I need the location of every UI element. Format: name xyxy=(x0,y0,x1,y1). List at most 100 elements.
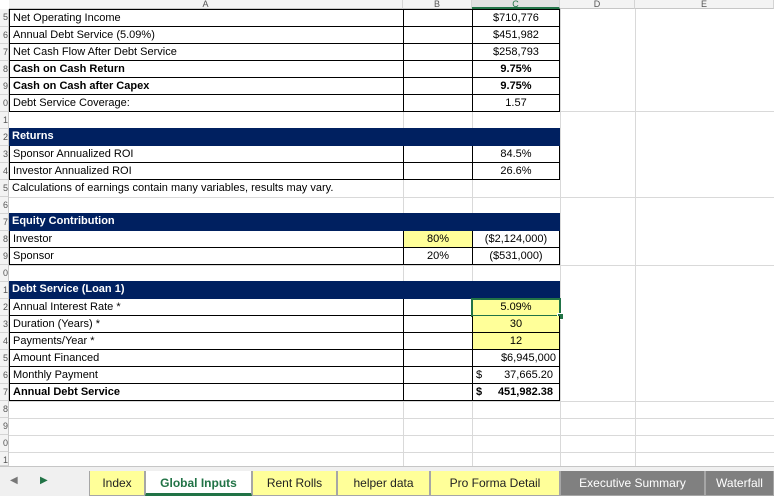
column-header-d[interactable]: D xyxy=(560,0,635,9)
tab-pro-forma-detail[interactable]: Pro Forma Detail xyxy=(430,471,560,496)
column-header-e[interactable]: E xyxy=(635,0,774,9)
row-header[interactable]: 7 xyxy=(0,44,9,61)
cell-equity-investor-value[interactable]: ($2,124,000) xyxy=(472,231,560,248)
tab-helper-data[interactable]: helper data xyxy=(337,471,430,496)
cell-returns-note[interactable]: Calculations of earnings contain many va… xyxy=(12,182,334,194)
row-header[interactable]: 1 xyxy=(0,282,9,299)
row-header[interactable]: 9 xyxy=(0,418,9,435)
cell-duration-label[interactable]: Duration (Years) * xyxy=(9,316,404,333)
gridline xyxy=(635,9,636,466)
cell-cash-on-cash-value[interactable]: 9.75% xyxy=(472,61,560,78)
row-header[interactable]: 4 xyxy=(0,333,9,350)
cell-empty[interactable] xyxy=(403,384,473,401)
row-header[interactable]: 9 xyxy=(0,248,9,265)
cell-net-cash-flow-label[interactable]: Net Cash Flow After Debt Service xyxy=(9,44,404,61)
monthly-payment-value: 37,665.20 xyxy=(504,369,553,381)
row-header[interactable]: 2 xyxy=(0,299,9,316)
returns-header[interactable]: Returns xyxy=(9,128,560,146)
cell-empty[interactable] xyxy=(403,146,473,163)
cell-empty[interactable] xyxy=(403,367,473,384)
row-header[interactable]: 7 xyxy=(0,384,9,401)
tab-waterfall[interactable]: Waterfall xyxy=(705,471,774,496)
row-header[interactable]: 3 xyxy=(0,316,9,333)
cell-sponsor-roi-value[interactable]: 84.5% xyxy=(472,146,560,163)
cell-empty[interactable] xyxy=(403,95,473,112)
currency-symbol: $ xyxy=(476,369,483,381)
scroll-tabs-left-icon[interactable]: ◀ xyxy=(10,475,18,486)
cell-monthly-payment-label[interactable]: Monthly Payment xyxy=(9,367,404,384)
cell-interest-rate-value[interactable]: 5.09% xyxy=(471,298,561,317)
column-header-a[interactable]: A xyxy=(9,0,403,9)
cell-equity-investor-label[interactable]: Investor xyxy=(9,231,404,248)
cell-empty[interactable] xyxy=(403,163,473,180)
row-header[interactable]: 2 xyxy=(0,129,9,146)
cell-investor-roi-value[interactable]: 26.6% xyxy=(472,163,560,180)
row-header[interactable]: 0 xyxy=(0,95,9,112)
row-header[interactable]: 6 xyxy=(0,367,9,384)
cell-amount-financed-label[interactable]: Amount Financed xyxy=(9,350,404,367)
cell-debt-service-coverage-value[interactable]: 1.57 xyxy=(472,95,560,112)
cell-empty[interactable] xyxy=(403,61,473,78)
cell-cash-on-cash-capex-value[interactable]: 9.75% xyxy=(472,78,560,95)
cell-equity-sponsor-value[interactable]: ($531,000) xyxy=(472,248,560,265)
row-header[interactable]: 8 xyxy=(0,401,9,418)
column-header-b[interactable]: B xyxy=(403,0,472,9)
row-header[interactable]: 5 xyxy=(0,180,9,197)
tab-index[interactable]: Index xyxy=(89,471,145,496)
row-header[interactable]: 6 xyxy=(0,197,9,214)
cell-empty[interactable] xyxy=(403,78,473,95)
row-header[interactable]: 1 xyxy=(0,452,9,466)
row-header[interactable]: 8 xyxy=(0,231,9,248)
equity-header[interactable]: Equity Contribution xyxy=(9,213,560,231)
cell-annual-debt-service-value[interactable]: $451,982 xyxy=(472,27,560,44)
cell-monthly-payment[interactable]: $ 37,665.20 xyxy=(472,367,560,384)
cell-equity-sponsor-label[interactable]: Sponsor xyxy=(9,248,404,265)
tab-rent-rolls[interactable]: Rent Rolls xyxy=(252,471,337,496)
row-header[interactable]: 5 xyxy=(0,350,9,367)
cell-interest-rate-label[interactable]: Annual Interest Rate * xyxy=(9,299,404,316)
cell-cash-on-cash-label[interactable]: Cash on Cash Return xyxy=(9,61,404,78)
cell-equity-investor-pct[interactable]: 80% xyxy=(403,231,473,248)
row-header[interactable]: 7 xyxy=(0,214,9,231)
cell-empty[interactable] xyxy=(403,299,473,316)
cell-sponsor-roi-label[interactable]: Sponsor Annualized ROI xyxy=(9,146,404,163)
cell-equity-sponsor-pct[interactable]: 20% xyxy=(403,248,473,265)
cell-annual-debt-service-label[interactable]: Annual Debt Service (5.09%) xyxy=(9,27,404,44)
row-header[interactable]: 0 xyxy=(0,265,9,282)
cell-debt-service-coverage-label[interactable]: Debt Service Coverage: xyxy=(9,95,404,112)
spreadsheet-grid[interactable]: A B C D E 5 6 7 8 9 0 1 2 3 4 5 6 7 8 9 … xyxy=(0,0,774,466)
cell-cash-on-cash-capex-label[interactable]: Cash on Cash after Capex xyxy=(9,78,404,95)
cell-empty[interactable] xyxy=(403,27,473,44)
cell-net-cash-flow-value[interactable]: $258,793 xyxy=(472,44,560,61)
row-header[interactable]: 3 xyxy=(0,146,9,163)
row-header[interactable]: 5 xyxy=(0,9,9,27)
row-header[interactable]: 0 xyxy=(0,435,9,452)
cell-empty[interactable] xyxy=(403,316,473,333)
cell-empty[interactable] xyxy=(403,350,473,367)
cell-empty[interactable] xyxy=(403,44,473,61)
row-header[interactable]: 6 xyxy=(0,27,9,44)
scroll-tabs-right-icon[interactable]: ▶ xyxy=(40,475,48,486)
cell-annual-debt-service-total[interactable]: $ 451,982.38 xyxy=(472,384,560,401)
cell-payments-label[interactable]: Payments/Year * xyxy=(9,333,404,350)
annual-debt-service-value: 451,982.38 xyxy=(497,386,553,398)
row-header[interactable]: 4 xyxy=(0,163,9,180)
cell-empty[interactable] xyxy=(403,9,473,27)
tab-executive-summary[interactable]: Executive Summary xyxy=(560,471,705,496)
cell-empty[interactable] xyxy=(403,333,473,350)
tab-global-inputs[interactable]: Global Inputs xyxy=(145,471,252,496)
gridline xyxy=(9,265,774,266)
gridline xyxy=(9,452,774,453)
cell-net-operating-income-label[interactable]: Net Operating Income xyxy=(9,9,404,27)
row-header[interactable]: 1 xyxy=(0,112,9,129)
debt-header[interactable]: Debt Service (Loan 1) xyxy=(9,281,560,299)
row-header[interactable]: 8 xyxy=(0,61,9,78)
row-header[interactable]: 9 xyxy=(0,78,9,95)
cell-annual-debt-service-total-label[interactable]: Annual Debt Service xyxy=(9,384,404,401)
cell-investor-roi-label[interactable]: Investor Annualized ROI xyxy=(9,163,404,180)
cell-net-operating-income-value[interactable]: $710,776 xyxy=(472,9,560,27)
cell-duration-value[interactable]: 30 xyxy=(472,316,560,333)
cell-amount-financed-value[interactable]: $6,945,000 xyxy=(472,350,560,367)
column-header-c[interactable]: C xyxy=(472,0,560,9)
cell-payments-value[interactable]: 12 xyxy=(472,333,560,350)
